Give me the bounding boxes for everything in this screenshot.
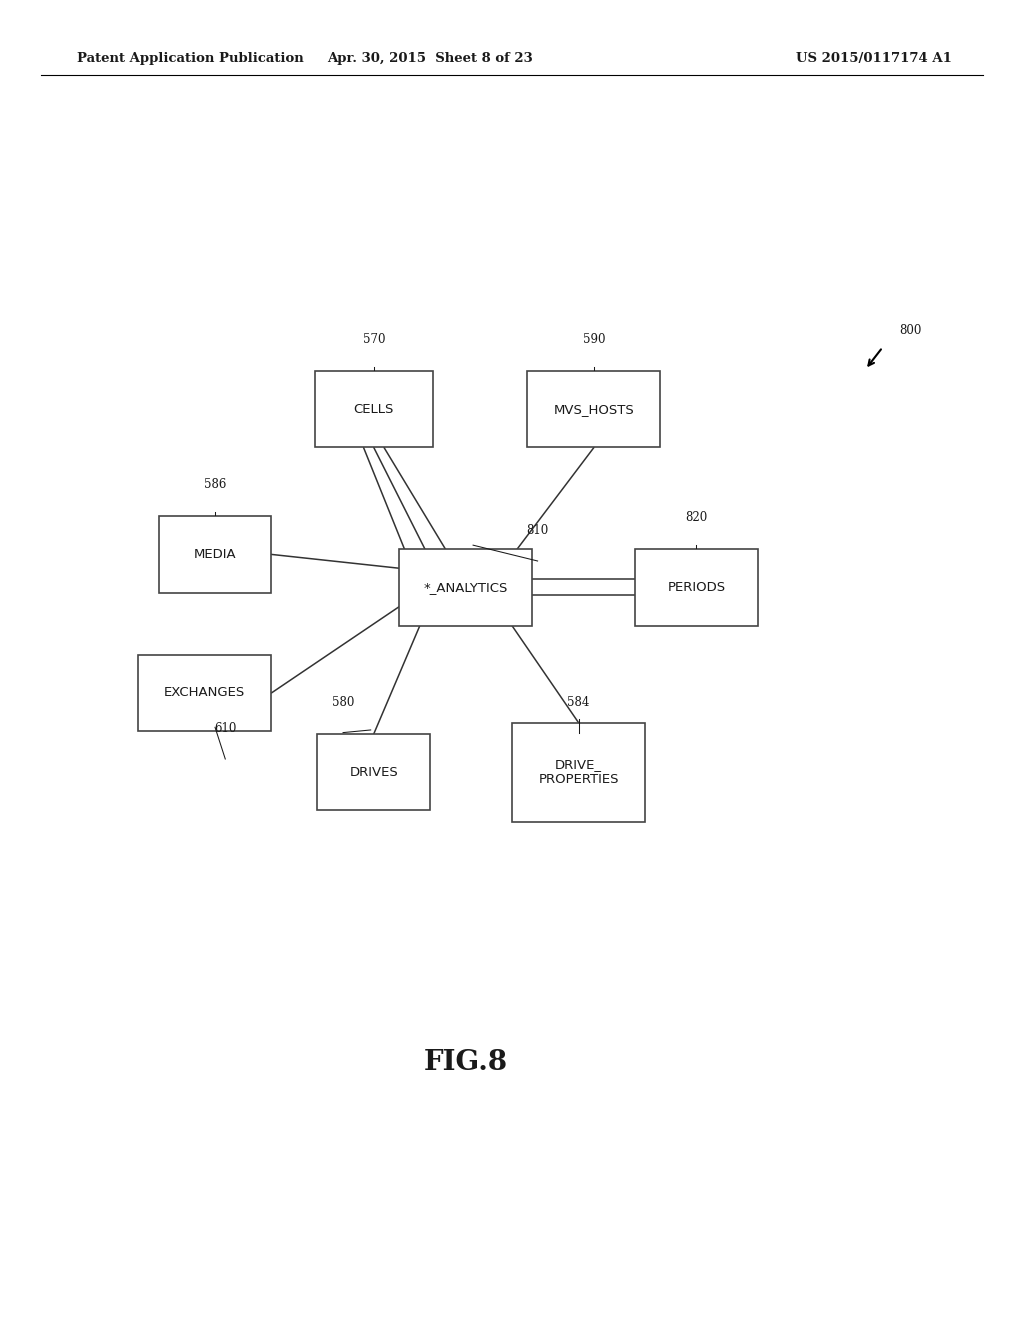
Text: 580: 580 — [332, 696, 354, 709]
Bar — [138, 655, 271, 731]
Text: 590: 590 — [583, 333, 605, 346]
Text: 570: 570 — [362, 333, 385, 346]
Text: Apr. 30, 2015  Sheet 8 of 23: Apr. 30, 2015 Sheet 8 of 23 — [328, 51, 532, 65]
Text: Patent Application Publication: Patent Application Publication — [77, 51, 303, 65]
Text: PERIODS: PERIODS — [668, 581, 725, 594]
Text: 800: 800 — [899, 323, 922, 337]
Text: 810: 810 — [526, 524, 549, 537]
Bar — [527, 371, 660, 447]
Bar — [317, 734, 430, 810]
Text: 820: 820 — [685, 511, 708, 524]
Text: FIG.8: FIG.8 — [424, 1049, 508, 1076]
Text: MEDIA: MEDIA — [194, 548, 237, 561]
Bar — [399, 549, 532, 626]
Bar — [315, 371, 432, 447]
Text: 610: 610 — [214, 722, 237, 735]
Bar — [159, 516, 271, 593]
Text: CELLS: CELLS — [353, 403, 394, 416]
Text: *_ANALYTICS: *_ANALYTICS — [424, 581, 508, 594]
Text: DRIVE_
PROPERTIES: DRIVE_ PROPERTIES — [539, 758, 618, 787]
Text: US 2015/0117174 A1: US 2015/0117174 A1 — [797, 51, 952, 65]
Text: 584: 584 — [567, 696, 590, 709]
Text: MVS_HOSTS: MVS_HOSTS — [554, 403, 634, 416]
Bar — [635, 549, 758, 626]
Bar — [512, 722, 645, 821]
Text: EXCHANGES: EXCHANGES — [164, 686, 246, 700]
Text: 586: 586 — [204, 478, 226, 491]
Text: DRIVES: DRIVES — [349, 766, 398, 779]
